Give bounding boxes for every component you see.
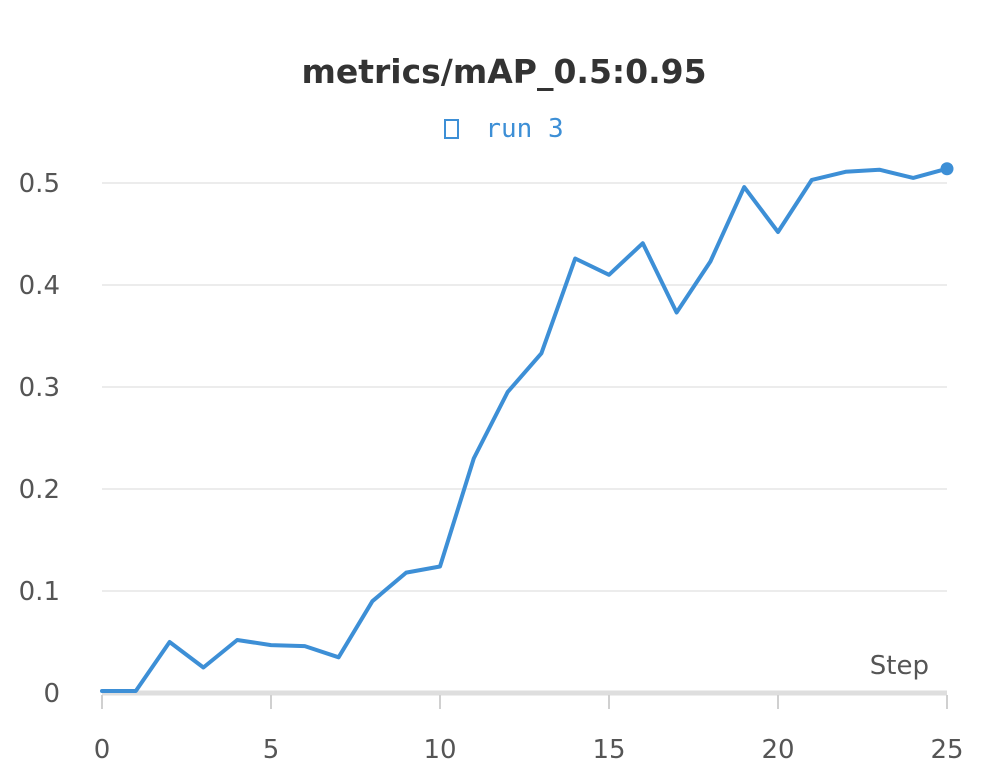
y-tick-label: 0 [43, 679, 60, 709]
x-axis: 0 5 10 15 20 25 [94, 690, 964, 765]
x-tick-label: 0 [94, 735, 111, 765]
last-point-marker [940, 162, 954, 176]
legend-series-name: run 3 [485, 114, 564, 144]
y-tick-label: 0.2 [19, 475, 60, 505]
chart-title: metrics/mAP_0.5:0.95 [301, 52, 707, 91]
y-tick-label: 0.5 [19, 169, 60, 199]
legend-swatch-icon [444, 119, 460, 139]
series-layer [100, 162, 954, 693]
x-tick-label: 10 [423, 735, 456, 765]
legend[interactable]: run 3 [0, 114, 1008, 144]
y-tick-label: 0.4 [19, 271, 60, 301]
x-tick-label: 20 [761, 735, 794, 765]
x-tick-label: 25 [930, 735, 963, 765]
y-tick-label: 0.1 [19, 577, 60, 607]
x-tick-label: 5 [263, 735, 280, 765]
x-axis-label: Step [870, 651, 929, 681]
y-tick-label: 0.3 [19, 373, 60, 403]
series-line [100, 166, 949, 693]
gridlines [102, 182, 947, 592]
y-axis: 0 0.1 0.2 0.3 0.4 0.5 [19, 169, 60, 709]
x-tick-label: 15 [592, 735, 625, 765]
